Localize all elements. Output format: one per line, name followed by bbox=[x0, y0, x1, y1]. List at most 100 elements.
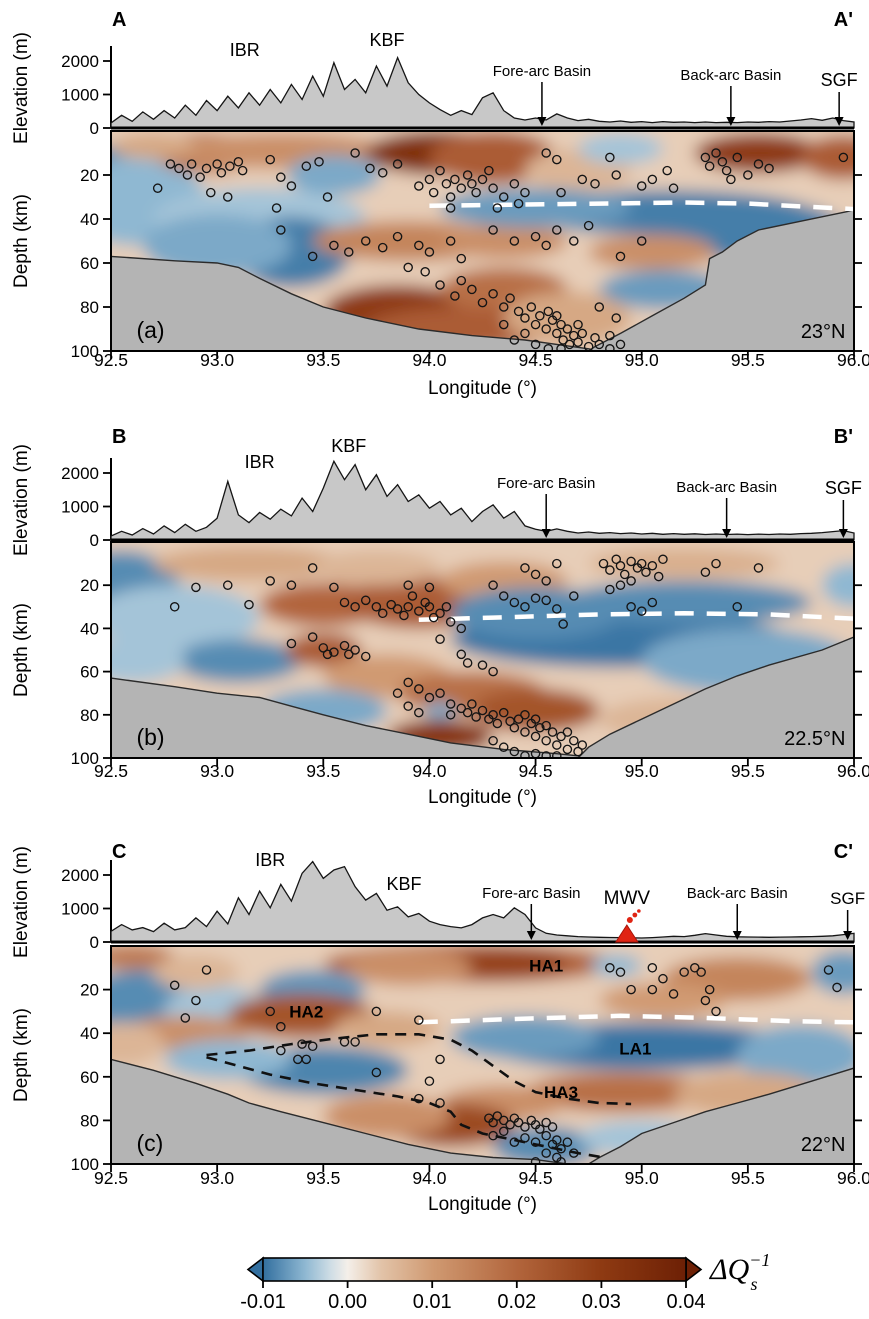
no-resolution-mask bbox=[111, 209, 854, 351]
longitude-tick-label: 95.5 bbox=[731, 761, 765, 781]
no-resolution-mask bbox=[111, 636, 854, 758]
surface-feature-label: SGF bbox=[821, 70, 858, 90]
depth-axis-title: Depth (km) bbox=[11, 1008, 32, 1102]
longitude-tick-label: 93.5 bbox=[306, 1168, 340, 1188]
depth-tick-label: 40 bbox=[80, 619, 99, 638]
anomaly-label: HA2 bbox=[289, 1002, 323, 1021]
longitude-tick-label: 92.5 bbox=[94, 1168, 128, 1188]
latitude-label: 22°N bbox=[801, 1134, 846, 1156]
colorbar-right-arrow bbox=[685, 1256, 703, 1283]
moho-dashed-line bbox=[418, 611, 854, 623]
elevation-tick-label: 2000 bbox=[61, 866, 99, 885]
x-axis-title: Longitude (°) bbox=[428, 787, 537, 808]
longitude-tick-label: 95.5 bbox=[731, 350, 765, 370]
section-start-letter: A bbox=[112, 9, 126, 31]
depth-tick-label: 100 bbox=[71, 342, 99, 361]
elevation-axis-title: Elevation (m) bbox=[11, 32, 32, 144]
colorbar-tick-label: 0.02 bbox=[497, 1291, 536, 1313]
elevation-tick-label: 1000 bbox=[61, 86, 99, 105]
feature-arrow-head bbox=[834, 117, 844, 126]
topography-profile bbox=[110, 55, 855, 129]
depth-tick-label: 80 bbox=[80, 298, 99, 317]
topography-profile bbox=[110, 860, 855, 943]
surface-feature-label: SGF bbox=[830, 889, 865, 908]
depth-tick-label: 100 bbox=[71, 1155, 99, 1174]
longitude-tick-label: 95.0 bbox=[625, 761, 659, 781]
x-axis-title: Longitude (°) bbox=[428, 378, 537, 399]
anomaly-label: HA3 bbox=[544, 1083, 578, 1102]
panel-tag: (b) bbox=[136, 724, 164, 750]
colorbar-left-arrow bbox=[246, 1256, 264, 1283]
x-axis-title: Longitude (°) bbox=[428, 1194, 537, 1215]
longitude-tick-label: 92.5 bbox=[94, 350, 128, 370]
feature-arrow-head bbox=[537, 117, 547, 126]
surface-feature-label: Back-arc Basin bbox=[676, 479, 777, 496]
longitude-tick-label: 93.5 bbox=[306, 350, 340, 370]
surface-feature-label: Fore-arc Basin bbox=[482, 885, 580, 902]
slab-contour-dashed-line bbox=[206, 1033, 632, 1106]
longitude-tick-label: 94.0 bbox=[412, 1168, 446, 1188]
feature-arrow-head bbox=[726, 117, 736, 126]
elevation-tick-label: 1000 bbox=[61, 900, 99, 919]
volcano-icon bbox=[614, 924, 639, 943]
longitude-tick-label: 94.5 bbox=[519, 350, 553, 370]
longitude-tick-label: 95.0 bbox=[625, 350, 659, 370]
depth-tick-label: 20 bbox=[80, 166, 99, 185]
feature-arrow-head bbox=[541, 529, 551, 538]
surface-feature-label: KBF bbox=[369, 30, 404, 50]
section-end-letter: A' bbox=[834, 9, 853, 31]
elevation-tick-label: 0 bbox=[90, 119, 99, 138]
feature-arrow-head bbox=[732, 931, 742, 940]
colorbar-tick-label: 0.03 bbox=[582, 1291, 621, 1313]
surface-feature-label: SGF bbox=[825, 478, 862, 498]
longitude-tick-label: 94.0 bbox=[412, 350, 446, 370]
depth-tick-label: 20 bbox=[80, 576, 99, 595]
section-start-letter: B bbox=[112, 426, 126, 448]
surface-feature-label: KBF bbox=[386, 874, 421, 894]
panel-tag: (a) bbox=[136, 317, 164, 343]
latitude-label: 23°N bbox=[801, 321, 846, 343]
longitude-tick-label: 95.5 bbox=[731, 1168, 765, 1188]
longitude-tick-label: 93.0 bbox=[200, 1168, 234, 1188]
depth-tick-label: 80 bbox=[80, 706, 99, 725]
surface-feature-label: Fore-arc Basin bbox=[497, 475, 595, 492]
colorbar-tick-label: 0.01 bbox=[413, 1291, 452, 1313]
surface-feature-label: MWV bbox=[604, 888, 651, 909]
surface-feature-label: IBR bbox=[230, 40, 260, 60]
longitude-tick-label: 96.0 bbox=[837, 1168, 869, 1188]
elevation-tick-label: 2000 bbox=[61, 52, 99, 71]
topography-profile bbox=[110, 459, 855, 541]
depth-tick-label: 100 bbox=[71, 749, 99, 768]
section-frame bbox=[110, 945, 855, 1165]
surface-feature-label: Back-arc Basin bbox=[680, 67, 781, 84]
longitude-tick-label: 94.5 bbox=[519, 761, 553, 781]
depth-tick-label: 60 bbox=[80, 663, 99, 682]
section-start-letter: C bbox=[112, 841, 126, 863]
feature-arrow-head bbox=[722, 529, 732, 538]
elevation-tick-label: 0 bbox=[90, 933, 99, 952]
moho-dashed-line bbox=[418, 1013, 854, 1025]
latitude-label: 22.5°N bbox=[784, 728, 845, 750]
elevation-tick-label: 1000 bbox=[61, 498, 99, 517]
elevation-tick-label: 0 bbox=[90, 531, 99, 550]
elevation-axis-title: Elevation (m) bbox=[11, 846, 32, 958]
section-frame bbox=[110, 130, 855, 352]
colorbar-tick-label: -0.01 bbox=[240, 1291, 286, 1313]
feature-arrow-head bbox=[526, 931, 536, 940]
colorbar-gradient bbox=[262, 1257, 687, 1282]
anomaly-label: LA1 bbox=[619, 1039, 651, 1058]
anomaly-label: HA1 bbox=[529, 957, 563, 976]
longitude-tick-label: 93.5 bbox=[306, 761, 340, 781]
section-end-letter: B' bbox=[834, 426, 853, 448]
depth-tick-label: 80 bbox=[80, 1111, 99, 1130]
longitude-tick-label: 92.5 bbox=[94, 761, 128, 781]
elevation-tick-label: 2000 bbox=[61, 464, 99, 483]
depth-axis-title: Depth (km) bbox=[11, 603, 32, 697]
longitude-tick-label: 94.0 bbox=[412, 761, 446, 781]
surface-feature-label: Back-arc Basin bbox=[687, 885, 788, 902]
